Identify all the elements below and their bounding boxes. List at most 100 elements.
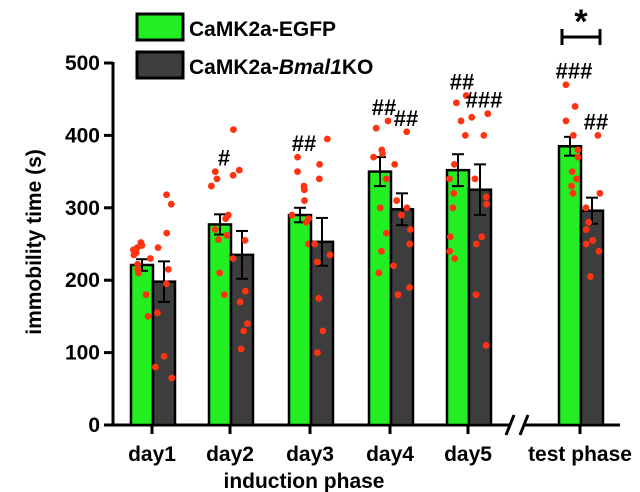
- x-axis: day1 day2 day3 day4 day5 test phase: [111, 414, 632, 466]
- data-point: [315, 294, 323, 302]
- data-point: [582, 240, 590, 248]
- data-point: [446, 175, 453, 183]
- data-point: [596, 189, 604, 197]
- data-point: [154, 244, 162, 252]
- legend-swatch-egfp: [135, 12, 185, 42]
- y-axis: 0 100 200 300 400 500: [65, 52, 115, 437]
- legend-label-ko-prefix: CaMK2a-: [189, 56, 279, 79]
- data-point: [482, 193, 490, 201]
- data-point: [406, 284, 413, 291]
- data-point: [573, 175, 581, 183]
- legend-label-ko-gene: Bmal1: [279, 56, 342, 79]
- bar: [229, 253, 255, 427]
- data-point: [574, 153, 582, 161]
- data-point: [391, 160, 399, 168]
- legend-label-ko: CaMK2a-Bmal1KO: [189, 56, 373, 79]
- data-point: [457, 117, 465, 125]
- significance-label: ##: [584, 109, 608, 134]
- data-point: [582, 226, 590, 233]
- y-axis-title: immobility time (s): [23, 149, 46, 335]
- data-point: [406, 226, 414, 233]
- data-point: [450, 160, 458, 168]
- data-point: [394, 291, 402, 299]
- data-point: [235, 166, 243, 174]
- data-point: [372, 124, 380, 132]
- data-point: [379, 150, 386, 157]
- data-point: [449, 204, 457, 212]
- data-point: [569, 189, 577, 197]
- data-point: [594, 132, 602, 139]
- x-tick-label: test phase: [528, 443, 632, 466]
- data-point: [213, 175, 221, 183]
- bar: [467, 188, 493, 427]
- data-point: [472, 291, 480, 299]
- data-point: [168, 374, 176, 382]
- data-point: [326, 251, 334, 259]
- data-point: [319, 327, 327, 335]
- data-point: [382, 229, 390, 237]
- data-point: [571, 103, 579, 110]
- data-point: [130, 251, 138, 259]
- data-point: [462, 92, 470, 99]
- data-point: [378, 247, 385, 255]
- data-point: [403, 128, 411, 136]
- data-point: [211, 168, 219, 176]
- data-point: [163, 191, 170, 199]
- data-point: [300, 186, 308, 194]
- data-point: [569, 132, 577, 139]
- y-tick-label: 0: [88, 414, 100, 437]
- bar: [207, 223, 233, 427]
- data-point: [468, 113, 476, 121]
- data-point: [223, 231, 231, 239]
- data-point: [237, 345, 245, 353]
- data-point: [446, 247, 454, 255]
- data-point: [220, 291, 228, 299]
- data-point: [294, 168, 301, 176]
- data-point: [562, 117, 570, 125]
- data-point: [154, 309, 161, 317]
- data-point: [236, 298, 244, 306]
- x-axis-title: induction phase: [223, 470, 384, 492]
- data-point: [562, 81, 570, 89]
- data-point: [215, 236, 222, 244]
- data-point: [241, 236, 249, 244]
- data-point: [406, 240, 414, 248]
- data-point: [568, 182, 575, 190]
- data-point: [241, 287, 249, 295]
- data-point: [472, 240, 480, 248]
- data-point: [589, 236, 597, 244]
- data-point: [316, 160, 323, 168]
- data-point: [451, 255, 459, 262]
- data-point: [446, 233, 454, 241]
- data-point: [151, 363, 159, 371]
- data-point: [216, 269, 224, 277]
- data-point: [461, 132, 469, 139]
- data-point: [595, 247, 603, 255]
- data-point: [134, 260, 141, 268]
- x-tick-label: day4: [366, 443, 414, 466]
- data-point: [390, 262, 397, 270]
- data-point: [222, 215, 230, 223]
- data-point: [370, 153, 377, 161]
- x-tick-label: day2: [206, 443, 254, 466]
- comparison-star: *: [574, 3, 588, 41]
- legend-label-egfp: CaMK2a-EGFP: [189, 18, 336, 41]
- data-point: [211, 226, 219, 233]
- data-point: [383, 175, 390, 183]
- data-point: [163, 280, 170, 288]
- bar: [129, 263, 155, 427]
- x-tick-label: day1: [128, 443, 176, 466]
- data-point: [313, 258, 321, 266]
- data-point: [478, 233, 486, 241]
- legend-label-ko-suffix: KO: [342, 56, 374, 79]
- data-point: [229, 255, 237, 262]
- data-point: [164, 265, 172, 273]
- data-point: [568, 168, 576, 176]
- plot-area: ####### ##########*: [129, 3, 608, 427]
- data-point: [586, 273, 594, 280]
- data-point: [301, 197, 308, 204]
- y-tick-label: 100: [65, 342, 100, 365]
- data-point: [452, 99, 460, 107]
- significance-label: ##: [394, 106, 418, 131]
